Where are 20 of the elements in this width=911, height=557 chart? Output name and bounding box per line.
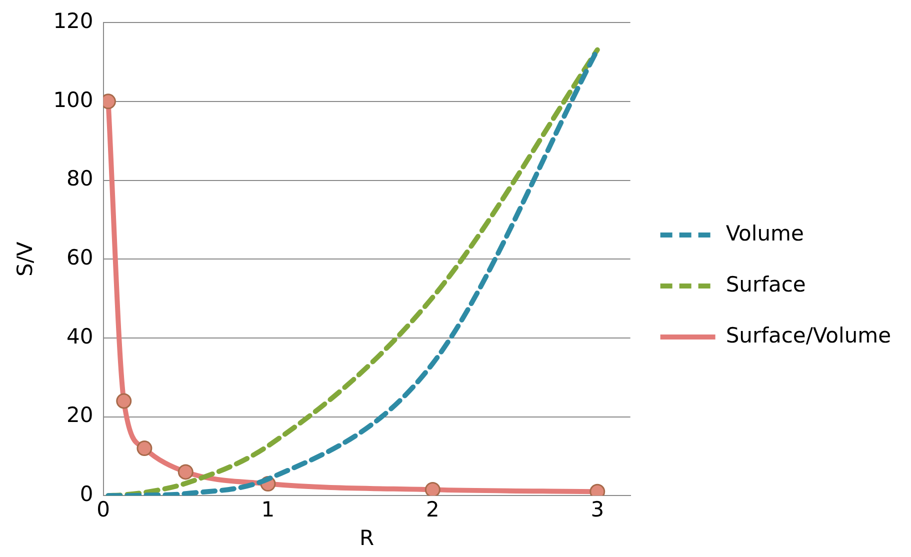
y-tick-label: 20: [66, 403, 94, 428]
y-tick-label: 60: [66, 246, 94, 270]
y-axis-title: S/V: [13, 241, 38, 276]
x-tick-label: 0: [96, 498, 110, 522]
x-axis-title: R: [360, 526, 374, 550]
x-tick-label: 2: [426, 498, 440, 522]
y-tick-label: 100: [53, 88, 94, 112]
point: [136, 440, 152, 456]
point: [178, 464, 194, 480]
y-tick-label: 80: [66, 166, 94, 191]
y-tick-label: 120: [53, 9, 94, 34]
y-tick-label: 40: [66, 324, 94, 348]
legend-label: Surface: [726, 272, 806, 296]
x-tick-label: 1: [261, 498, 275, 522]
x-tick-label: 3: [590, 498, 604, 522]
point: [424, 482, 440, 496]
legend-label: Volume: [726, 221, 804, 246]
point: [116, 393, 132, 409]
legend-label: Surface/Volume: [726, 323, 892, 348]
y-tick-label: 0: [80, 482, 94, 506]
